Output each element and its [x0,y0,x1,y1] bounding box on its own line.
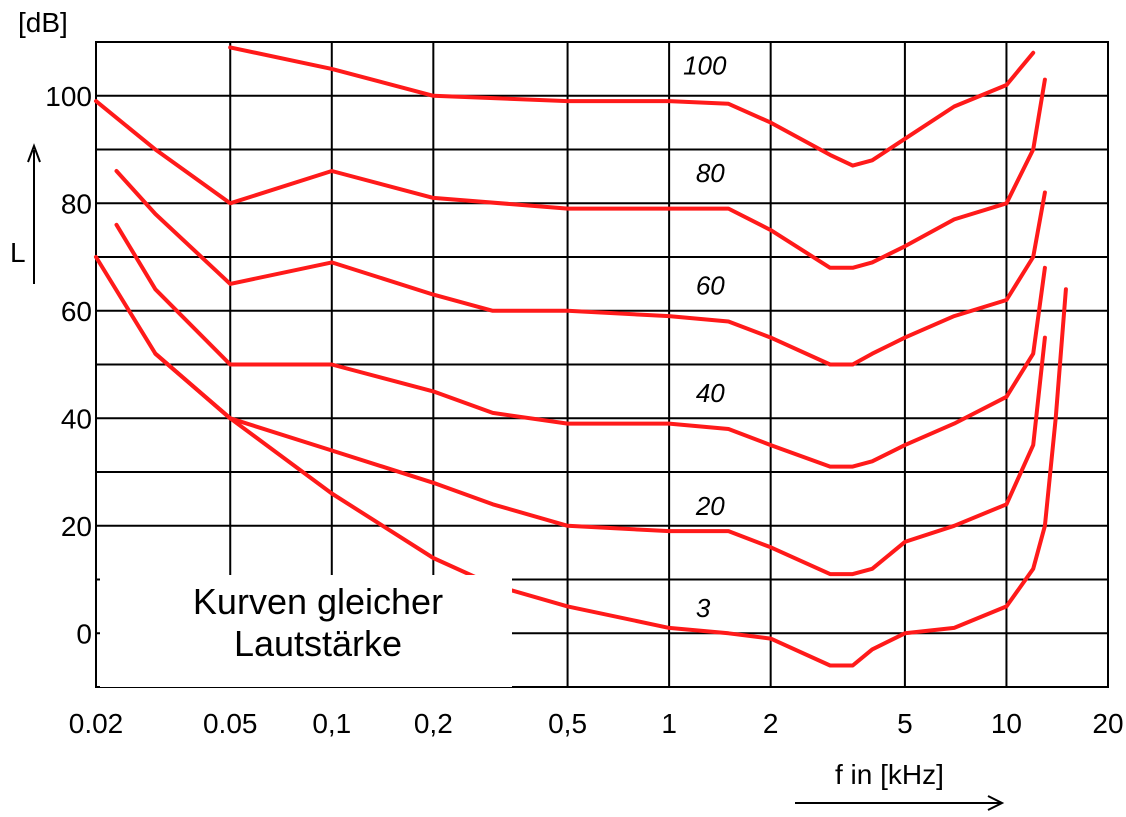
plot-border [95,41,1109,688]
curve-3-phon [153,287,1068,668]
curve-20-phon [94,255,1047,577]
x-tick-label-6: 2 [763,708,779,739]
curve-labels: 100 80 60 40 20 3 [683,50,727,623]
y-tick-labels: 0 20 40 60 80 100 [45,81,92,650]
curve-80-phon [94,77,1047,270]
horizontal-gridlines [96,41,1108,635]
y-tick-label-20: 20 [61,511,92,542]
annotation-line-1: Kurven gleicher [193,581,443,622]
curve-label-100: 100 [683,50,727,80]
curve-label-80: 80 [696,158,725,188]
curve-label-60: 60 [696,271,725,301]
y-tick-label-60: 60 [61,296,92,327]
y-tick-label-100: 100 [45,81,92,112]
y-axis-label: L [10,237,26,268]
x-tick-label-5: 1 [661,708,677,739]
x-tick-label-0: 0.02 [69,708,124,739]
annotation-line-2: Lautstärke [234,623,402,664]
x-tick-label-1: 0.05 [203,708,258,739]
curve-label-40: 40 [696,378,725,408]
plot-frame [95,41,1109,688]
loudness-curves [94,45,1068,668]
x-axis-label: f in [kHz] [835,759,944,790]
curve-label-20: 20 [695,491,725,521]
y-unit-label: [dB] [18,7,68,38]
curve-100-phon [228,45,1036,168]
x-axis-arrow [795,795,1005,811]
x-tick-label-9: 20 [1092,708,1123,739]
curve-40-phon [114,222,1047,469]
curve-60-phon [114,169,1047,367]
x-tick-label-7: 5 [897,708,913,739]
x-tick-labels: 0.02 0.05 0,1 0,2 0,5 1 2 5 10 20 [69,708,1124,739]
annotation-box [100,575,512,687]
y-tick-label-40: 40 [61,403,92,434]
x-tick-label-2: 0,1 [312,708,351,739]
curve-label-3: 3 [696,593,711,623]
y-tick-label-80: 80 [61,188,92,219]
x-tick-label-3: 0,2 [414,708,453,739]
x-tick-label-8: 10 [991,708,1022,739]
y-tick-label-0: 0 [76,618,92,649]
y-axis-arrow [27,143,41,284]
x-tick-label-4: 0,5 [548,708,587,739]
